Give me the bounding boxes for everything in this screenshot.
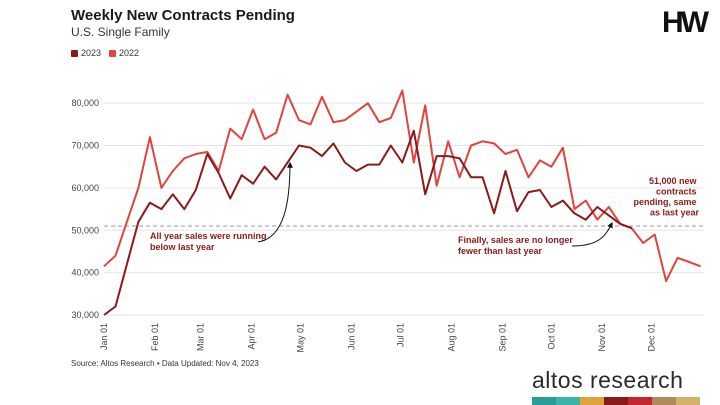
x-tick-label: Apr 01 xyxy=(247,323,257,350)
x-tick-label: Nov 01 xyxy=(597,323,607,352)
legend-swatch-2022 xyxy=(109,49,117,57)
gridlines xyxy=(104,102,704,316)
y-axis-ticks: 30,000 40,000 50,000 60,000 70,000 80,000 xyxy=(71,98,99,320)
legend-item-2022: 2022 xyxy=(109,48,139,58)
legend: 2023 2022 xyxy=(71,48,139,58)
brand-logo: HW xyxy=(662,6,709,39)
x-tick-label: Mar 01 xyxy=(196,323,206,351)
x-tick-label: Jul 01 xyxy=(396,323,406,347)
legend-swatch-2023 xyxy=(71,49,78,57)
y-tick-label: 30,000 xyxy=(71,310,99,320)
logo-word-altos: altos xyxy=(532,367,584,393)
logo-word-research: research xyxy=(583,367,684,393)
x-tick-label: Aug 01 xyxy=(446,323,456,352)
logo-color-segment xyxy=(628,397,652,405)
x-tick-label: Dec 01 xyxy=(646,323,656,352)
logo-color-segment xyxy=(532,397,556,405)
legend-label-2022: 2022 xyxy=(119,48,140,58)
logo-color-segment xyxy=(604,397,628,405)
y-tick-label: 60,000 xyxy=(71,183,99,193)
x-tick-label: Jan 01 xyxy=(99,323,109,350)
y-tick-label: 50,000 xyxy=(71,225,99,235)
x-tick-label: Oct 01 xyxy=(546,323,556,350)
legend-item-2023: 2023 xyxy=(71,48,101,58)
annotation-below-last-year: All year sales were running below last y… xyxy=(150,231,269,252)
logo-color-segment xyxy=(556,397,580,405)
x-tick-label: Feb 01 xyxy=(150,323,160,351)
source-note: Source: Altos Research • Data Updated: N… xyxy=(71,359,259,368)
logo-color-bar xyxy=(532,397,700,405)
x-tick-label: Sep 01 xyxy=(497,323,507,352)
chart-title: Weekly New Contracts Pending xyxy=(71,7,295,24)
logo-color-segment xyxy=(652,397,676,405)
y-tick-label: 40,000 xyxy=(71,268,99,278)
annotation-arrow-2 xyxy=(571,221,613,247)
annotation-arrow-1 xyxy=(257,161,293,243)
series-line-2022 xyxy=(103,89,701,283)
legend-label-2023: 2023 xyxy=(81,48,102,58)
annotation-51000: 51,000 new contracts pending, same as la… xyxy=(633,176,699,218)
y-tick-label: 80,000 xyxy=(71,98,99,108)
x-tick-label: Jun 01 xyxy=(346,323,356,350)
logo-color-segment xyxy=(580,397,604,405)
x-axis-ticks: Jan 01 Feb 01 Mar 01 Apr 01 May 01 Jun 01 Jul … xyxy=(99,323,656,353)
y-tick-label: 70,000 xyxy=(71,141,99,151)
altos-research-logo: altos research xyxy=(532,367,683,394)
x-tick-label: May 01 xyxy=(296,323,306,353)
annotation-no-longer-fewer: Finally, sales are no longer fewer than … xyxy=(458,235,575,256)
logo-color-segment xyxy=(676,397,700,405)
series-line-2023 xyxy=(103,129,633,316)
chart-subtitle: U.S. Single Family xyxy=(71,25,170,39)
